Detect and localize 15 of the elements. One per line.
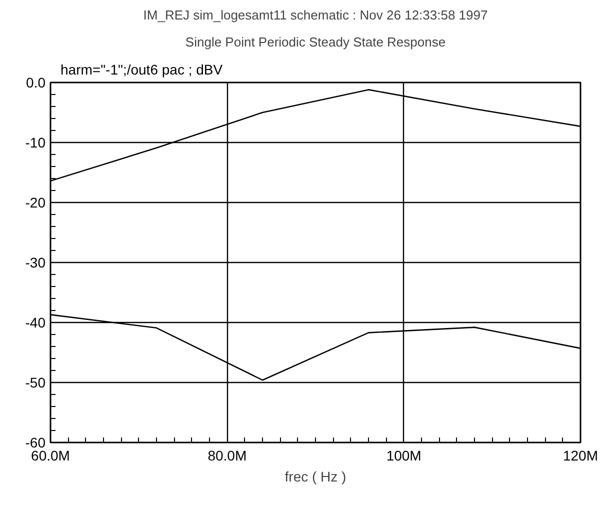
y-tick-label: -60 <box>25 434 46 450</box>
chart-title: IM_REJ sim_logesamt11 schematic : Nov 26 12:33:58 1997 <box>143 8 488 22</box>
y-tick-label: -10 <box>25 134 46 150</box>
x-tick-label: 100M <box>386 448 422 464</box>
x-axis-title: frec ( Hz ) <box>284 468 346 484</box>
y-tick-label: 0.0 <box>26 74 46 90</box>
y-tick-label: -30 <box>25 254 46 270</box>
x-tick-label: 60.0M <box>31 448 70 464</box>
y-tick-label: -50 <box>25 374 46 390</box>
y-tick-label: -40 <box>25 314 46 330</box>
y-tick-label: -20 <box>25 194 46 210</box>
text: harm="-1";/out6 pac ; dBV <box>60 62 224 78</box>
x-tick-label: 80.0M <box>208 448 247 464</box>
x-tick-label: 120M <box>562 448 598 464</box>
chart-subtitle: Single Point Periodic Steady State Response <box>185 34 446 50</box>
